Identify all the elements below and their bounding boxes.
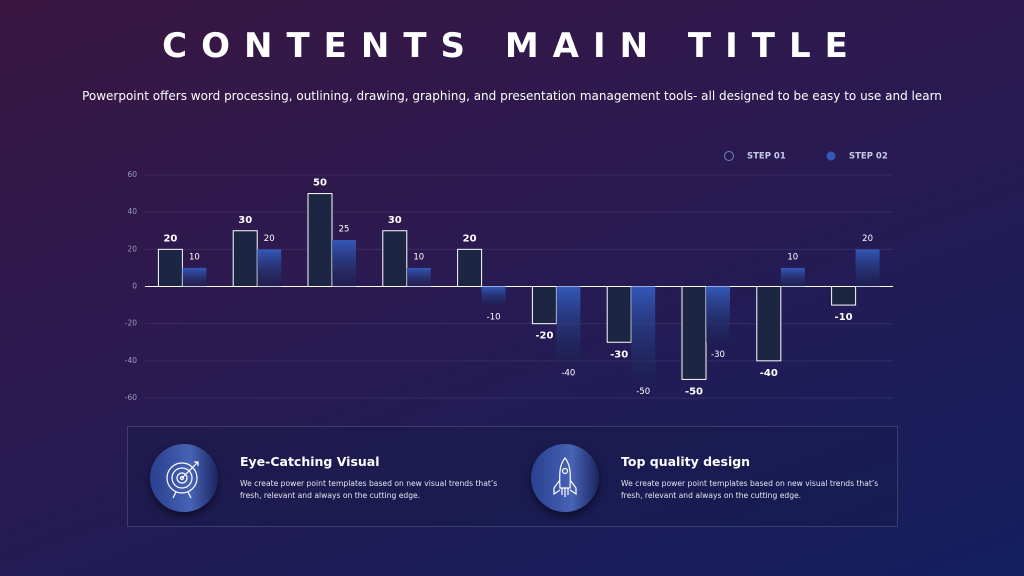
value-label: -50	[685, 386, 703, 397]
value-label: -30	[610, 349, 628, 360]
value-label: 20	[163, 233, 177, 244]
legend-swatch	[826, 151, 836, 161]
bar	[382, 230, 408, 287]
y-tick-label: -40	[125, 356, 137, 365]
bar	[855, 249, 880, 287]
legend-label: STEP 01	[747, 152, 786, 162]
value-label: 20	[264, 234, 275, 244]
bar	[457, 248, 483, 287]
y-tick-label: -20	[125, 319, 137, 328]
bar	[756, 286, 782, 362]
bar	[706, 286, 730, 343]
feature-title: Top quality design	[621, 454, 751, 469]
bar	[631, 286, 656, 380]
bar	[307, 193, 333, 287]
bar	[831, 286, 857, 306]
feature-card: Top quality design We create power point…	[509, 427, 889, 526]
features-panel: Eye-Catching Visual We create power poin…	[127, 426, 898, 527]
bar	[332, 240, 356, 287]
value-label: -20	[535, 331, 553, 342]
feature-text: We create power point templates based on…	[240, 479, 498, 500]
rocket-icon	[531, 444, 599, 512]
y-tick-label: 60	[127, 170, 137, 179]
value-label: -40	[760, 368, 778, 379]
value-label: 10	[189, 252, 200, 262]
subtitle: Powerpoint offers word processing, outli…	[82, 89, 942, 103]
bar	[481, 286, 506, 306]
value-label: -10	[835, 312, 853, 323]
value-label: 25	[339, 225, 350, 235]
value-label: 20	[463, 233, 477, 244]
target-icon	[150, 444, 218, 512]
value-label: 20	[862, 234, 873, 244]
bar	[406, 267, 431, 287]
bar	[556, 286, 581, 361]
feature-text: We create power point templates based on…	[621, 479, 879, 500]
value-label: -10	[487, 313, 501, 323]
chart: -60 -40 -20 0 20 40 60 20 30 50 30 20 -20 -30 -50 -40 -1…	[124, 151, 888, 402]
bar	[681, 286, 707, 380]
bar	[780, 267, 805, 287]
bar	[606, 286, 632, 343]
y-tick-label: 40	[127, 207, 137, 216]
y-tick-label: 0	[132, 282, 137, 291]
value-label: 30	[388, 215, 402, 226]
feature-card: Eye-Catching Visual We create power poin…	[128, 427, 508, 526]
value-label: 50	[313, 178, 327, 189]
value-label: 30	[238, 215, 252, 226]
bar	[157, 248, 183, 287]
bar	[531, 286, 557, 325]
value-label: -30	[711, 350, 725, 360]
value-label: -40	[561, 368, 575, 378]
bar	[257, 249, 282, 287]
y-tick-label: -60	[125, 393, 137, 402]
legend-swatch	[724, 151, 734, 161]
bar	[182, 267, 207, 287]
feature-title: Eye-Catching Visual	[240, 454, 380, 469]
value-label: 10	[413, 252, 424, 262]
legend-label: STEP 02	[849, 152, 888, 162]
bar	[232, 230, 258, 287]
title: CONTENTS MAIN TITLE	[162, 26, 862, 66]
value-label: -50	[636, 387, 650, 397]
value-label: 10	[787, 252, 798, 262]
y-tick-label: 20	[127, 244, 137, 253]
